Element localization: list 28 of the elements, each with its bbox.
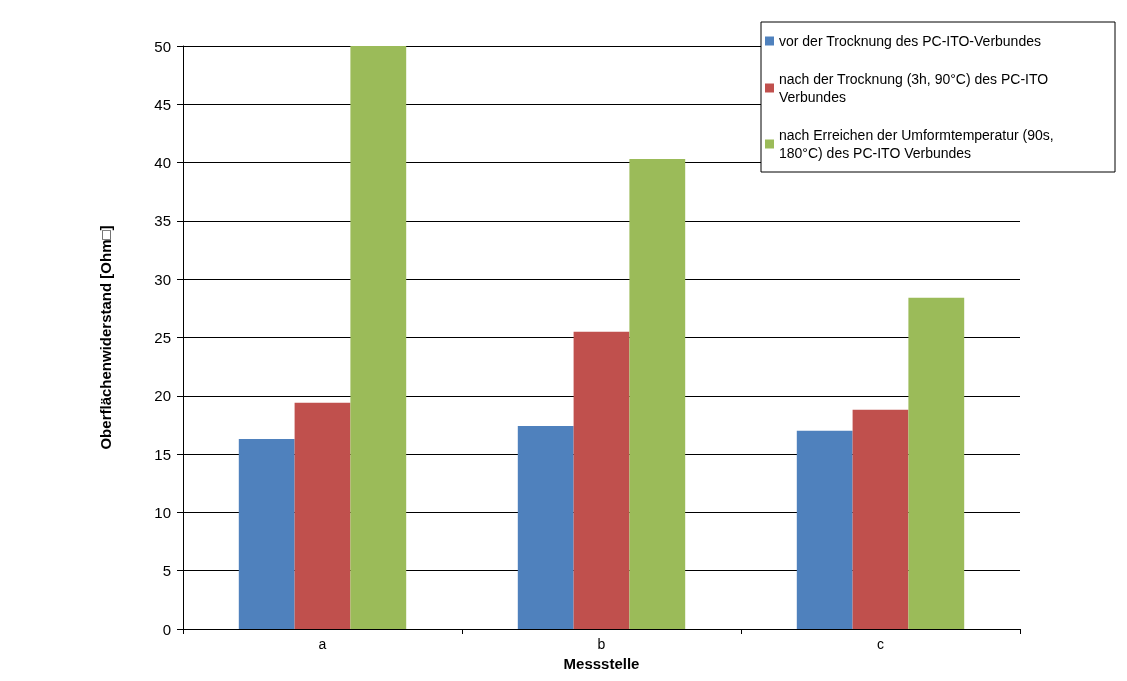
x-tick-label: a	[318, 636, 327, 652]
legend-label: nach der Trocknung (3h, 90°C) des PC-ITO Verbundes	[779, 71, 1053, 105]
y-tick-label: 10	[154, 503, 171, 521]
y-tick-label: 25	[154, 329, 171, 346]
bar	[517, 426, 574, 629]
y-tick-label: 30	[154, 270, 171, 288]
y-tick-label: 5	[162, 562, 171, 580]
legend-label: nach Erreichen der Umformtemperatur (90s, 180°C) des PC-ITO Verbundes	[779, 127, 1058, 161]
y-tick-label: 50	[154, 37, 171, 55]
y-tick-label: 40	[154, 154, 171, 172]
bar	[629, 159, 686, 629]
x-tick-label: b	[597, 636, 606, 652]
bar	[908, 297, 965, 629]
y-tick-label: 15	[154, 445, 171, 463]
bar	[852, 409, 909, 629]
x-tick-label: c	[877, 636, 884, 652]
y-tick-label: 0	[162, 620, 171, 638]
y-tick-label: 20	[154, 387, 171, 405]
x-axis-title: Messstelle	[563, 654, 640, 672]
y-axis-title: Oberflächenwiderstand [Ohm□]	[97, 225, 114, 450]
y-tick-label: 45	[154, 95, 171, 113]
legend-label: vor der Trocknung des PC-ITO-Verbundes	[779, 33, 1041, 49]
bar	[573, 331, 630, 629]
y-tick-label: 35	[154, 212, 171, 230]
bar	[796, 430, 853, 629]
bar	[238, 438, 295, 629]
bar	[294, 402, 351, 629]
bar	[350, 46, 407, 629]
